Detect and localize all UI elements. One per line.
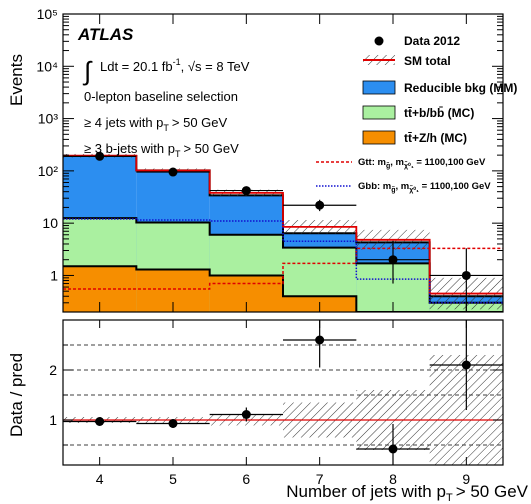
ratio-point-4 xyxy=(95,417,105,426)
luminosity-label: Ldt = 20.1 fb-1, √s = 8 TeV xyxy=(100,57,250,74)
legend-gbb-sub2: χ̃⁰₁ xyxy=(409,186,419,194)
x-axis-label-sub: T xyxy=(446,492,453,504)
legend-gbb-label: Gbb: mg̃, mχ̃⁰₁ = 1100,100 GeV xyxy=(358,181,491,194)
selection-line-2: ≥ 4 jets with pT > 50 GeV xyxy=(84,115,228,133)
luminosity-prefix: Ldt = 20.1 fb xyxy=(100,59,173,74)
ratio-point-6 xyxy=(241,410,251,419)
x-axis-label: Number of jets with pT > 50 GeV xyxy=(286,482,528,504)
energy-label: s = 8 TeV xyxy=(195,59,250,74)
legend-gbb-name: Gbb: m xyxy=(358,181,391,192)
ratio-y-tick-label-2: 2 xyxy=(49,362,57,378)
x-tick-label-8: 8 xyxy=(389,471,397,487)
selection-line-3-suffix: > 50 GeV xyxy=(183,141,239,156)
bar-ttzh-8 xyxy=(356,312,429,317)
legend-gtt-tail: = 1100,100 GeV xyxy=(414,157,486,168)
luminosity-separator: , xyxy=(181,59,188,74)
data-point-4 xyxy=(95,151,105,161)
ratio-point-7 xyxy=(315,335,325,345)
main-plot-frame xyxy=(62,13,504,313)
legend-data-marker xyxy=(374,36,384,46)
legend-reducible-swatch xyxy=(362,80,396,95)
legend-gtt-name: Gtt: m xyxy=(358,157,386,168)
selection-line-1: 0-lepton baseline selection xyxy=(84,89,238,104)
legend-gbb-rest: , m xyxy=(396,181,410,192)
x-tick-label-6: 6 xyxy=(242,471,250,487)
y-tick-label-2: 10² xyxy=(38,163,59,179)
data-point-6 xyxy=(241,186,251,196)
legend-ttbb-label: tt̄+b/bb̄ (MC) xyxy=(404,106,474,120)
legend-gtt-sub2: χ̃⁰₁ xyxy=(404,162,414,170)
ratio-plot-panel: 4 5 6 7 8 9 1 2 xyxy=(49,319,504,487)
legend-ttzh-swatch xyxy=(362,130,396,145)
ratio-point-8 xyxy=(388,444,398,454)
y-tick-label-5: 10⁵ xyxy=(37,6,58,22)
data-point-9 xyxy=(461,270,471,280)
main-plot-panel: 1 10 10² 10³ 10⁴ 10⁵ xyxy=(36,6,504,317)
x-tick-label-9: 9 xyxy=(462,471,470,487)
x-axis-label-main: Number of jets with p xyxy=(286,482,446,501)
legend-reducible-label: Reducible bkg (MM) xyxy=(404,81,517,95)
legend-ttzh-label: tt̄+Z/h (MC) xyxy=(404,131,467,145)
selection-line-3: ≥ 3 b-jets with pT > 50 GeV xyxy=(84,141,239,159)
data-point-7 xyxy=(315,200,325,210)
legend-data-label: Data 2012 xyxy=(404,34,460,48)
signal-line-gbb xyxy=(63,218,503,304)
legend-gtt-sub1: g̃ xyxy=(386,163,390,170)
ratio-y-axis-label: Data / pred xyxy=(7,353,26,437)
legend: Data 2012 SM total Reducible bkg (MM) tt… xyxy=(316,34,517,194)
selection-line-3-sub: T xyxy=(175,149,181,159)
ratio-plot-frame xyxy=(62,319,504,466)
legend-gbb-sub1: g̃ xyxy=(391,187,395,194)
y-axis-label: Events xyxy=(7,54,26,106)
sqrt-sign: √ xyxy=(188,59,196,74)
data-point-8 xyxy=(388,255,398,265)
ratio-y-tick-label-1: 1 xyxy=(49,412,57,428)
x-tick-label-5: 5 xyxy=(169,471,177,487)
bar-ttzh-9 xyxy=(430,312,503,317)
ratio-point-5 xyxy=(168,419,178,428)
experiment-label: ATLAS xyxy=(77,25,134,44)
ratio-point-9 xyxy=(461,360,471,370)
legend-sm-total-label: SM total xyxy=(404,54,451,68)
y-tick-label-0: 1 xyxy=(50,267,58,283)
selection-line-2-sub: T xyxy=(163,123,169,133)
legend-gtt-label: Gtt: mg̃, mχ̃⁰₁ = 1100,100 GeV xyxy=(358,157,486,170)
outline-ttzh xyxy=(63,265,503,312)
selection-line-3-text: ≥ 3 b-jets with p xyxy=(84,141,175,156)
x-tick-label-7: 7 xyxy=(316,471,324,487)
legend-gtt-rest: , m xyxy=(390,157,404,168)
selection-line-2-suffix: > 50 GeV xyxy=(172,115,228,130)
x-tick-label-4: 4 xyxy=(96,471,104,487)
legend-ttbb-swatch xyxy=(362,105,396,120)
selection-line-2-text: ≥ 4 jets with p xyxy=(84,115,163,130)
y-tick-label-3: 10³ xyxy=(38,111,59,127)
luminosity-exponent: -1 xyxy=(173,57,181,67)
legend-gbb-tail: = 1100,100 GeV xyxy=(419,181,491,192)
y-tick-label-1: 10 xyxy=(42,215,58,231)
y-tick-label-4: 10⁴ xyxy=(36,58,58,74)
integral-sign: ∫ xyxy=(82,56,93,86)
x-axis-label-suffix: > 50 GeV xyxy=(456,482,529,501)
data-point-5 xyxy=(168,167,178,177)
